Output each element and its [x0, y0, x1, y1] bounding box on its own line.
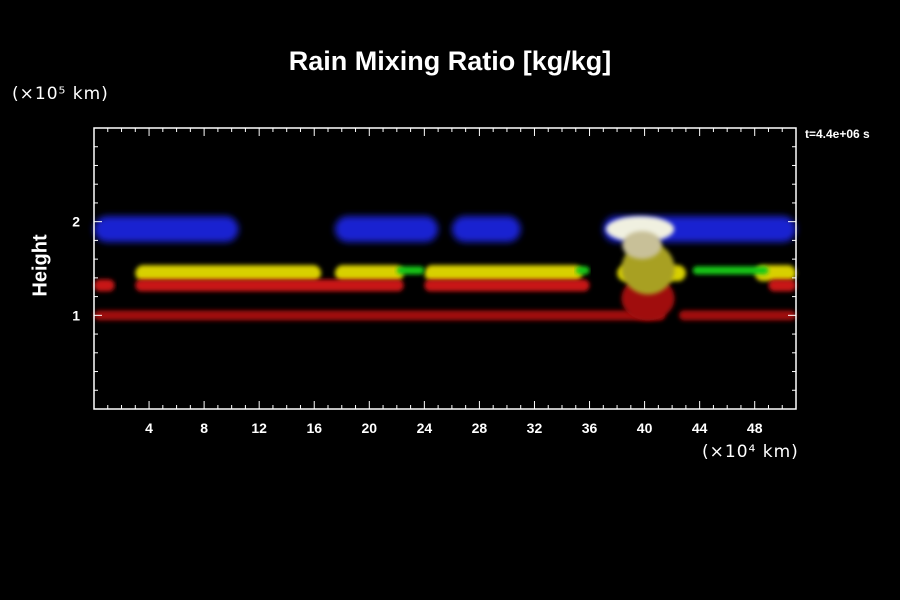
red-band-segment [135, 279, 404, 292]
lower-darkred-segment [679, 310, 796, 321]
x-tick-label: 8 [200, 420, 208, 436]
x-tick-label: 36 [582, 420, 598, 436]
upper-blue-segment [334, 216, 439, 243]
x-tick-label: 16 [306, 420, 322, 436]
cell-core [622, 231, 662, 260]
yellow-band-segment [334, 265, 404, 282]
red-band-segment [424, 279, 590, 292]
upper-blue-segment [94, 216, 239, 243]
layer-lower-darkred [94, 310, 796, 321]
x-tick-label: 40 [637, 420, 653, 436]
x-tick-label: 4 [145, 420, 153, 436]
axis-ticks [94, 128, 796, 409]
green-edge-segment [396, 266, 425, 275]
x-unit-label: (×10⁴ km) [702, 442, 799, 462]
red-band-segment [94, 279, 115, 292]
green-edge-segment [692, 266, 769, 275]
y-unit-label: (×10⁵ km) [12, 84, 109, 104]
lower-darkred-segment [94, 310, 666, 321]
y-tick-label: 1 [72, 307, 80, 323]
x-tick-label: 20 [362, 420, 378, 436]
x-tick-label: 24 [417, 420, 433, 436]
green-edge-segment [575, 266, 590, 275]
red-band-segment [768, 279, 796, 292]
yellow-band-segment [135, 265, 322, 282]
layer-upper-blue [94, 216, 796, 243]
x-tick-label: 12 [251, 420, 267, 436]
x-tick-label: 48 [747, 420, 763, 436]
time-label: t=4.4e+06 s [805, 127, 870, 141]
layer-yellow-band [135, 265, 796, 282]
x-tick-label: 28 [472, 420, 488, 436]
layer-red-band [94, 279, 796, 292]
y-tick-label: 2 [72, 214, 80, 230]
layer-convective-column [605, 216, 675, 321]
x-tick-label: 44 [692, 420, 708, 436]
yellow-band-segment [424, 265, 583, 282]
chart-title: Rain Mixing Ratio [kg/kg] [288, 46, 612, 76]
x-tick-label: 32 [527, 420, 543, 436]
plot-frame [93, 127, 797, 410]
layer-green-edge [396, 266, 769, 275]
upper-blue-segment [451, 216, 521, 243]
cell-anvil [605, 216, 675, 243]
rain-field [94, 216, 796, 321]
convective-cell [605, 216, 675, 321]
